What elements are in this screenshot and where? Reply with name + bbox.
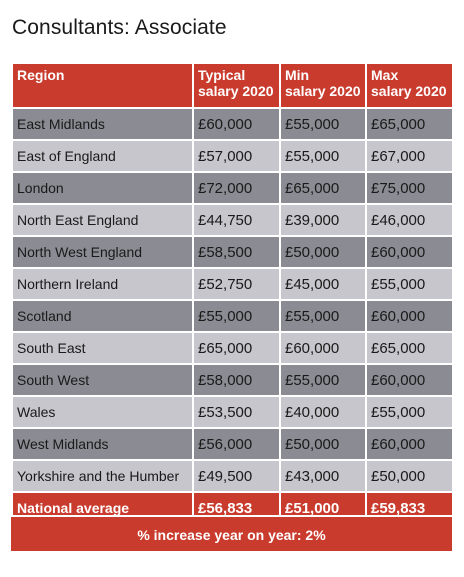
region-cell: Wales	[11, 395, 194, 429]
region-cell: South East	[11, 331, 194, 365]
max-salary-cell: £55,000	[365, 395, 454, 429]
typical-salary-cell: £65,000	[192, 331, 281, 365]
region-cell: West Midlands	[11, 427, 194, 461]
table-row: East of England £57,000 £55,000 £67,000	[11, 139, 454, 173]
typical-salary-cell: £53,500	[192, 395, 281, 429]
min-salary-cell: £40,000	[279, 395, 367, 429]
column-header-max: Max salary 2020	[365, 62, 454, 109]
table-row: North East England £44,750 £39,000 £46,000	[11, 203, 454, 237]
typical-salary-cell: £58,500	[192, 235, 281, 269]
min-salary-cell: £50,000	[279, 235, 367, 269]
table-body: East Midlands £60,000 £55,000 £65,000 East o…	[11, 107, 454, 525]
typical-salary-cell: £60,000	[192, 107, 281, 141]
max-salary-cell: £50,000	[365, 459, 454, 493]
region-cell: East of England	[11, 139, 194, 173]
max-salary-cell: £65,000	[365, 107, 454, 141]
column-header-typical: Typical salary 2020	[192, 62, 281, 109]
table-row: West Midlands £56,000 £50,000 £60,000	[11, 427, 454, 461]
region-cell: East Midlands	[11, 107, 194, 141]
region-cell: London	[11, 171, 194, 205]
region-cell: North East England	[11, 203, 194, 237]
table-row: Northern Ireland £52,750 £45,000 £55,000	[11, 267, 454, 301]
max-salary-cell: £60,000	[365, 363, 454, 397]
table-row: South East £65,000 £60,000 £65,000	[11, 331, 454, 365]
region-cell: South West	[11, 363, 194, 397]
region-cell: Yorkshire and the Humber	[11, 459, 194, 493]
min-salary-cell: £55,000	[279, 139, 367, 173]
min-salary-cell: £43,000	[279, 459, 367, 493]
typical-salary-cell: £55,000	[192, 299, 281, 333]
typical-salary-cell: £72,000	[192, 171, 281, 205]
max-salary-cell: £60,000	[365, 235, 454, 269]
min-salary-cell: £55,000	[279, 107, 367, 141]
header-row: Region Typical salary 2020 Min salary 2020…	[11, 62, 454, 109]
table-row: Scotland £55,000 £55,000 £60,000	[11, 299, 454, 333]
typical-salary-cell: £58,000	[192, 363, 281, 397]
min-salary-cell: £55,000	[279, 363, 367, 397]
region-cell: Northern Ireland	[11, 267, 194, 301]
min-salary-cell: £50,000	[279, 427, 367, 461]
column-header-max-text: Max salary 2020	[371, 67, 447, 100]
page-title: Consultants: Associate	[12, 16, 227, 39]
column-header-min: Min salary 2020	[279, 62, 367, 109]
salary-table: Region Typical salary 2020 Min salary 2020…	[11, 62, 454, 525]
table-row: North West England £58,500 £50,000 £60,000	[11, 235, 454, 269]
min-salary-cell: £65,000	[279, 171, 367, 205]
max-salary-cell: £75,000	[365, 171, 454, 205]
yoy-increase-note: % increase year on year: 2%	[11, 515, 452, 551]
region-cell: Scotland	[11, 299, 194, 333]
salary-table-container: Region Typical salary 2020 Min salary 2020…	[11, 62, 454, 525]
column-header-typical-text: Typical salary 2020	[198, 67, 274, 100]
max-salary-cell: £65,000	[365, 331, 454, 365]
table-row: South West £58,000 £55,000 £60,000	[11, 363, 454, 397]
max-salary-cell: £55,000	[365, 267, 454, 301]
column-header-region: Region	[11, 62, 194, 109]
table-row: Yorkshire and the Humber £49,500 £43,000 £5…	[11, 459, 454, 493]
min-salary-cell: £55,000	[279, 299, 367, 333]
typical-salary-cell: £57,000	[192, 139, 281, 173]
max-salary-cell: £60,000	[365, 427, 454, 461]
column-header-min-text: Min salary 2020	[285, 67, 361, 100]
table-row: East Midlands £60,000 £55,000 £65,000	[11, 107, 454, 141]
region-cell: North West England	[11, 235, 194, 269]
max-salary-cell: £60,000	[365, 299, 454, 333]
table-row: Wales £53,500 £40,000 £55,000	[11, 395, 454, 429]
max-salary-cell: £67,000	[365, 139, 454, 173]
min-salary-cell: £39,000	[279, 203, 367, 237]
typical-salary-cell: £49,500	[192, 459, 281, 493]
min-salary-cell: £45,000	[279, 267, 367, 301]
max-salary-cell: £46,000	[365, 203, 454, 237]
typical-salary-cell: £44,750	[192, 203, 281, 237]
min-salary-cell: £60,000	[279, 331, 367, 365]
typical-salary-cell: £52,750	[192, 267, 281, 301]
table-row: London £72,000 £65,000 £75,000	[11, 171, 454, 205]
typical-salary-cell: £56,000	[192, 427, 281, 461]
